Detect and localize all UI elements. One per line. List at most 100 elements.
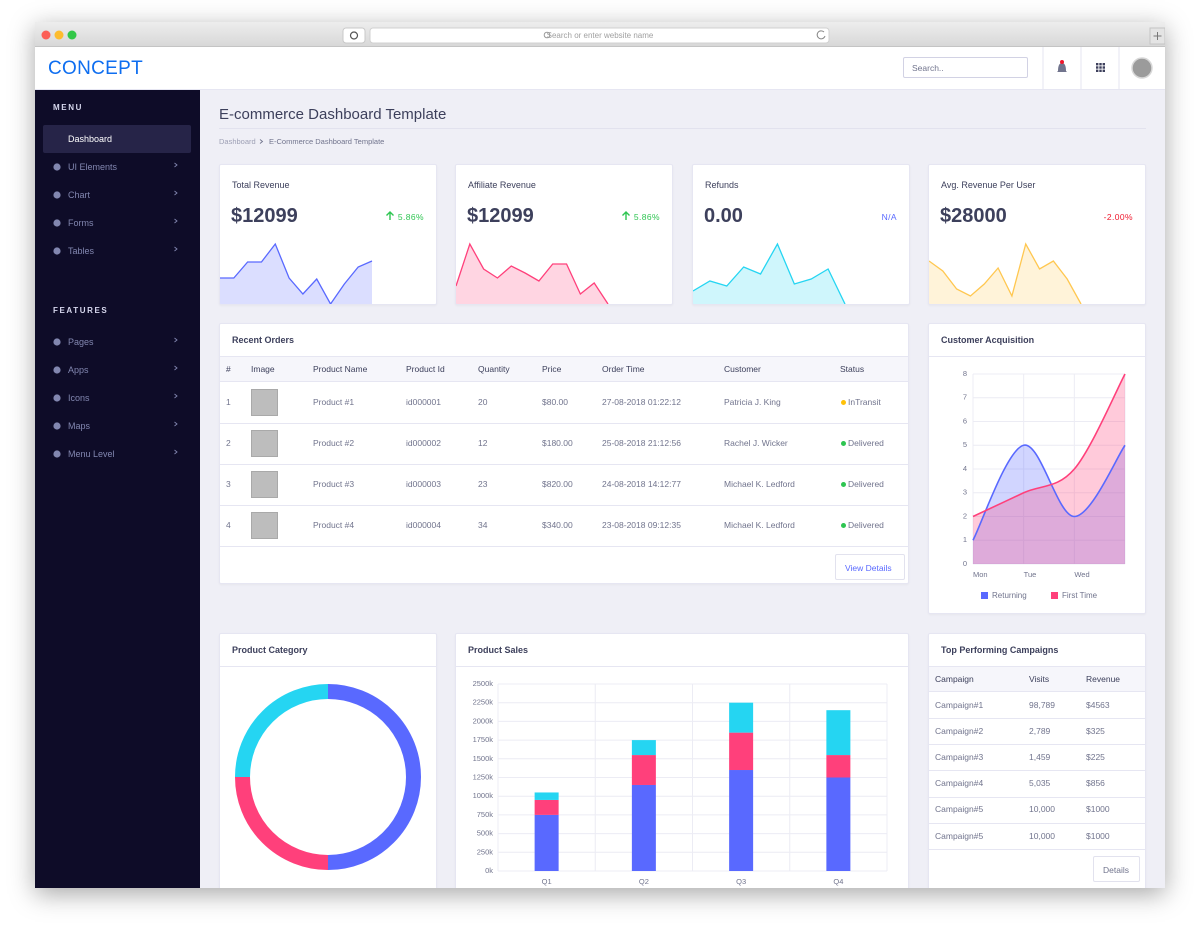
table-cell: Campaign#5 <box>935 804 984 815</box>
legend-label: First Time <box>1062 591 1098 600</box>
x-tick-label: Tue <box>1024 570 1037 579</box>
sidebar-section-title: FEATURES <box>53 306 109 315</box>
menu-item[interactable]: Apps <box>68 364 89 375</box>
table-header: Order Time <box>602 364 645 374</box>
status-dot <box>841 399 846 405</box>
kpi-card: Avg. Revenue Per User $28000 -2.00% <box>928 164 1146 305</box>
legend-swatch <box>981 592 988 599</box>
x-tick-label: Q1 <box>542 877 552 886</box>
menu-item[interactable]: Maps <box>68 420 91 431</box>
logo[interactable]: CONCEPT <box>48 58 143 79</box>
row-divider <box>929 797 1145 798</box>
menu-chevron <box>174 218 178 224</box>
product-sales-card: Product Sales 0k 250k 500k 750k 1000k 1250k 150… <box>455 633 909 888</box>
menu-item[interactable]: Menu Level <box>68 448 115 459</box>
y-tick-label: 5 <box>963 440 967 449</box>
y-tick-label: 3 <box>963 488 967 497</box>
product-image <box>251 512 278 540</box>
sidebar-section-title: MENU <box>53 103 83 112</box>
bar-segment <box>729 702 754 733</box>
card-title: Product Category <box>232 645 308 655</box>
menu-item[interactable]: Icons <box>68 392 90 403</box>
breadcrumb-item[interactable]: Dashboard <box>219 137 256 146</box>
product-image <box>251 388 278 416</box>
menu-item[interactable]: Forms <box>68 217 94 228</box>
menu-icon <box>53 247 61 255</box>
menu-chevron <box>174 365 178 371</box>
y-tick-label: 2000k <box>473 716 494 725</box>
table-cell: 2 <box>226 437 231 448</box>
kpi-change: 5.86% <box>633 212 660 222</box>
table-header: Revenue <box>1086 674 1121 684</box>
table-cell: $340.00 <box>542 520 573 531</box>
row-divider <box>220 423 908 424</box>
breadcrumb-chevron <box>259 139 264 144</box>
window-button <box>41 30 51 40</box>
breadcrumb-sep <box>259 139 264 144</box>
table-header: Price <box>542 364 562 374</box>
apps-icon <box>1099 66 1102 69</box>
table-header: # <box>226 364 231 374</box>
table-cell: id000001 <box>406 396 441 407</box>
menu-item[interactable]: Tables <box>68 245 95 256</box>
table-header: Product Id <box>406 364 445 374</box>
kpi-value: $28000 <box>940 205 1007 227</box>
y-tick-label: 0 <box>963 559 967 568</box>
table-cell: 4 <box>226 520 231 531</box>
y-tick-label: 0k <box>485 866 493 875</box>
kpi-title: Avg. Revenue Per User <box>941 180 1036 190</box>
table-header: Quantity <box>478 364 510 374</box>
sidebar-icons <box>53 134 178 458</box>
table-cell: Michael K. Ledford <box>724 520 795 531</box>
area-fill <box>973 374 1125 564</box>
y-tick-label: 1 <box>963 535 967 544</box>
y-tick-label: 8 <box>963 369 967 378</box>
kpi-change: 5.86% <box>397 212 424 222</box>
area-line <box>972 373 1126 518</box>
table-cell: Product #1 <box>313 396 355 407</box>
menu-item[interactable]: Dashboard <box>68 133 113 144</box>
table-cell: Product #2 <box>313 437 355 448</box>
table-cell: Campaign#1 <box>935 699 984 710</box>
donut-segment <box>235 776 329 870</box>
trend-arrow-icon <box>386 211 394 220</box>
details-button[interactable]: Details <box>1093 856 1140 882</box>
sparkline-area <box>456 244 608 304</box>
card-title: Top Performing Campaigns <box>941 645 1059 655</box>
sparkline <box>456 242 609 304</box>
bar-segment <box>826 755 851 778</box>
status-text: Delivered <box>848 520 884 531</box>
sparkline-area <box>693 244 845 304</box>
table-cell: 2,789 <box>1029 725 1051 736</box>
legend-swatch <box>1051 592 1058 599</box>
table-header: Image <box>251 364 275 374</box>
kpi-change: -2.00% <box>1103 212 1133 222</box>
page-title: E-commerce Dashboard Template <box>219 106 447 123</box>
menu-item[interactable]: UI Elements <box>68 161 118 172</box>
kpi-value: 0.00 <box>704 205 743 227</box>
table-cell: 10,000 <box>1029 804 1055 815</box>
row-divider <box>929 770 1145 771</box>
search-box[interactable]: Search.. <box>903 57 1028 78</box>
donut-segment <box>235 684 329 778</box>
menu-item[interactable]: Chart <box>68 189 91 200</box>
menu-item[interactable]: Pages <box>68 336 94 347</box>
table-cell: 23 <box>478 479 488 490</box>
status-text: Delivered <box>848 479 884 490</box>
sparkline <box>220 242 373 304</box>
y-tick-label: 250k <box>477 847 494 856</box>
bar-segment <box>534 792 559 800</box>
active-item-bg <box>43 125 191 153</box>
table-cell: 12 <box>478 437 488 448</box>
view-details-button[interactable]: View Details <box>835 554 905 580</box>
product-image <box>251 429 278 457</box>
table-cell: $325 <box>1086 725 1105 736</box>
button-label: Details <box>1103 864 1129 875</box>
y-tick-label: 2250k <box>473 698 494 707</box>
x-tick-label: Mon <box>973 570 988 579</box>
row-divider <box>220 546 908 547</box>
bar-segment <box>534 799 559 815</box>
row-divider <box>220 464 908 465</box>
row-divider <box>929 744 1145 745</box>
